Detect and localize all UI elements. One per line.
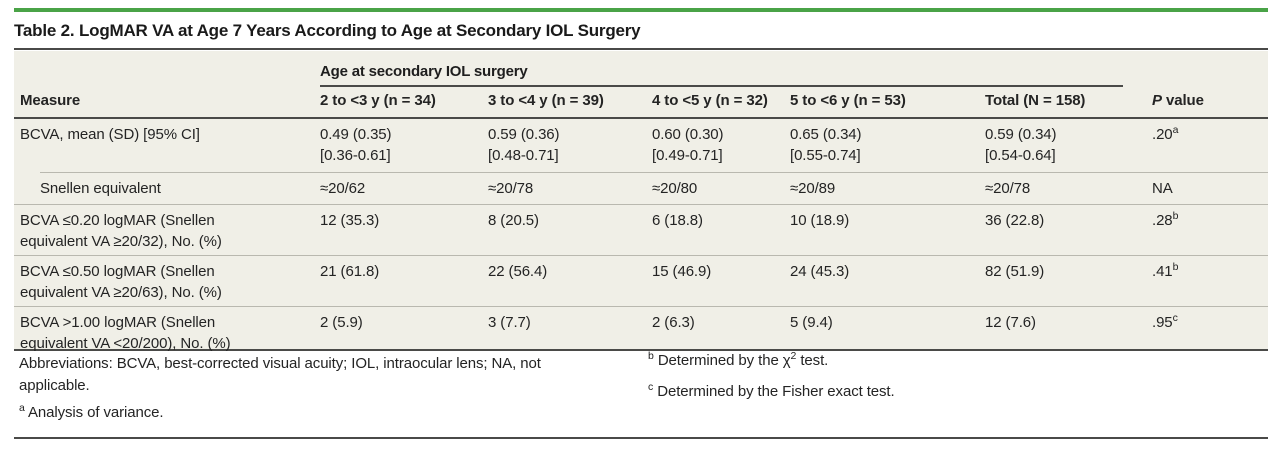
footnote-a: a Analysis of variance. [19, 402, 164, 421]
p-value-cell: .20a [1152, 124, 1179, 143]
spanner-header: Age at secondary IOL surgery [320, 63, 1268, 87]
column-header-measure: Measure [20, 92, 81, 109]
value-cell: 5 (9.4) [790, 314, 833, 331]
footnote-b: b Determined by the χ2 test. [648, 350, 829, 369]
measure-cell: BCVA ≤0.50 logMAR (Snellen equivalent VA… [14, 256, 320, 303]
value-cell: 22 (56.4) [488, 263, 548, 280]
p-value-cell: .28b [1152, 210, 1179, 229]
spanner-spacer [14, 82, 320, 87]
table-title: Table 2. LogMAR VA at Age 7 Years Accord… [14, 21, 641, 40]
value-cell: 0.60 (0.30) [0.49-0.71] [652, 126, 724, 164]
footnotes-right-column: b Determined by the χ2 test. c Determine… [648, 350, 895, 412]
value-cell: ≈20/80 [652, 180, 698, 197]
measure-cell: BCVA ≤0.20 logMAR (Snellen equivalent VA… [14, 205, 320, 252]
column-header-age-4-5: 4 to <5 y (n = 32) [652, 92, 768, 109]
measure-label: BCVA, mean (SD) [95% CI] [20, 126, 200, 143]
p-value-cell: .41b [1152, 261, 1179, 280]
measure-cell: Snellen equivalent [14, 173, 320, 199]
column-header-age-2-3: 2 to <3 y (n = 34) [320, 92, 436, 109]
value-cell: 0.65 (0.34) [0.55-0.74] [790, 126, 862, 164]
row-divider [14, 306, 1268, 307]
spanner-label: Age at secondary IOL surgery [320, 63, 1123, 87]
value-cell: 0.59 (0.36) [0.48-0.71] [488, 126, 560, 164]
value-cell: 24 (45.3) [790, 263, 850, 280]
column-header-age-5-6: 5 to <6 y (n = 53) [790, 92, 906, 109]
spanner-header-row: Age at secondary IOL surgery [14, 51, 1268, 87]
value-cell: 3 (7.7) [488, 314, 531, 331]
measure-cell: BCVA >1.00 logMAR (Snellen equivalent VA… [14, 307, 320, 354]
column-header-p-value: P value [1152, 90, 1268, 117]
p-value-italic: P [1152, 92, 1162, 109]
value-cell: 36 (22.8) [985, 212, 1045, 229]
value-cell: 12 (35.3) [320, 212, 380, 229]
value-cell: 8 (20.5) [488, 212, 539, 229]
measure-label: BCVA ≤0.50 logMAR (Snellen equivalent VA… [20, 263, 222, 301]
footnote-abbreviations: Abbreviations: BCVA, best-corrected visu… [19, 355, 541, 394]
p-value-cell: .95c [1152, 312, 1178, 331]
value-cell: 15 (46.9) [652, 263, 712, 280]
footnote-c: c Determined by the Fisher exact test. [648, 381, 895, 400]
measure-label: Snellen equivalent [40, 180, 161, 197]
value-cell: ≈20/89 [790, 180, 836, 197]
data-table: Age at secondary IOL surgery Measure 2 t… [14, 51, 1268, 352]
p-value-cell: NA [1152, 180, 1173, 197]
table-row-bcva-050: BCVA ≤0.50 logMAR (Snellen equivalent VA… [14, 256, 1268, 306]
column-header-row: Measure 2 to <3 y (n = 34) 3 to <4 y (n … [14, 87, 1268, 119]
column-header-age-3-4: 3 to <4 y (n = 39) [488, 92, 604, 109]
accent-bar [14, 8, 1268, 12]
table-row-bcva-020: BCVA ≤0.20 logMAR (Snellen equivalent VA… [14, 205, 1268, 255]
measure-label: BCVA ≤0.20 logMAR (Snellen equivalent VA… [20, 212, 222, 250]
value-cell: 0.59 (0.34) [0.54-0.64] [985, 126, 1057, 164]
value-cell: 21 (61.8) [320, 263, 380, 280]
p-value-rest: value [1161, 92, 1204, 109]
row-divider-indented [40, 172, 1268, 173]
table-row-bcva-mean: BCVA, mean (SD) [95% CI] 0.49 (0.35) [0.3… [14, 119, 1268, 172]
value-cell: ≈20/62 [320, 180, 366, 197]
value-cell: 12 (7.6) [985, 314, 1036, 331]
row-divider [14, 255, 1268, 256]
measure-label: BCVA >1.00 logMAR (Snellen equivalent VA… [20, 314, 231, 352]
column-header-total: Total (N = 158) [985, 92, 1086, 109]
table-row-bcva-100: BCVA >1.00 logMAR (Snellen equivalent VA… [14, 307, 1268, 352]
value-cell: ≈20/78 [488, 180, 534, 197]
table-row-snellen-equivalent: Snellen equivalent ≈20/62 ≈20/78 ≈20/80 … [14, 173, 1268, 204]
value-cell: 10 (18.9) [790, 212, 850, 229]
value-cell: 0.49 (0.35) [0.36-0.61] [320, 126, 392, 164]
row-divider [14, 204, 1268, 205]
value-cell: ≈20/78 [985, 180, 1031, 197]
bottom-rule [14, 437, 1268, 439]
value-cell: 2 (6.3) [652, 314, 695, 331]
value-cell: 2 (5.9) [320, 314, 363, 331]
value-cell: 6 (18.8) [652, 212, 703, 229]
title-rule [14, 48, 1268, 50]
value-cell: 82 (51.9) [985, 263, 1045, 280]
measure-cell: BCVA, mean (SD) [95% CI] [14, 119, 320, 145]
